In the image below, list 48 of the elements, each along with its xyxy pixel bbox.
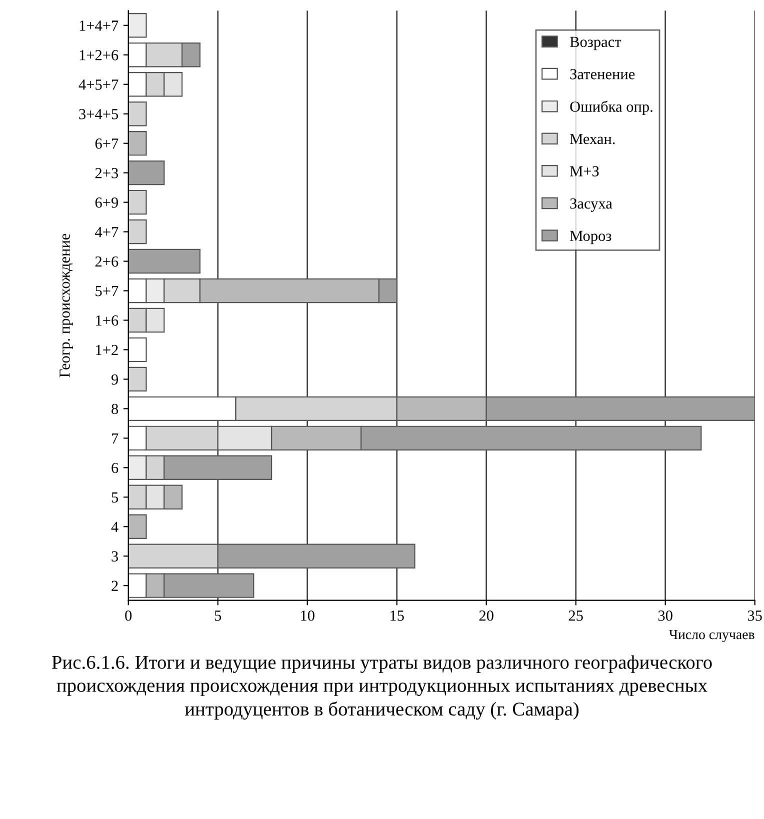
y-tick-label: 6: [112, 462, 118, 474]
y-tick-label: 3+4+5: [79, 109, 118, 120]
y-tick-label: 6+9: [95, 197, 118, 208]
y-tick-label: 3: [112, 551, 118, 562]
x-tick-label: 30: [658, 610, 672, 621]
y-tick-label: 8: [112, 404, 118, 414]
legend-label: Ошибка опр.: [570, 100, 652, 115]
y-tick-label: 4+7: [95, 227, 118, 238]
y-tick-label: 6+7: [95, 138, 118, 149]
bar: [128, 219, 147, 244]
legend-label: Мороз: [570, 230, 612, 244]
bar: [128, 130, 147, 156]
x-tick-label: 5: [214, 610, 222, 621]
y-tick-label: 5: [112, 492, 118, 503]
y-tick-label: 1+6: [96, 315, 118, 326]
bar: [128, 248, 201, 274]
legend-label: Возраст: [570, 36, 622, 50]
x-tick-label: 25: [568, 610, 583, 621]
text: Рис.6.1.6. Итоги и ведущие причины утраты видов различного географического происхождения происхождения при интродукционных испытаниях древесных интродуцентов в ботаническом саду (г. Самара): [52, 655, 712, 720]
y-tick-label: 4: [111, 522, 118, 532]
bar: [128, 190, 147, 215]
y-tick-label: 7: [112, 433, 118, 444]
y-tick-label: 1+2: [96, 344, 118, 356]
legend-label: Засуха: [570, 198, 612, 212]
y-tick-label: 5+7: [96, 286, 118, 296]
x-tick-label: 10: [301, 610, 314, 621]
x-tick-label: 0: [125, 610, 132, 621]
bar: [128, 13, 147, 38]
y-axis-title: Геогр. происхождение: [60, 234, 73, 378]
y-tick-label: 1+2+6: [80, 50, 118, 60]
x-tick-label: 15: [390, 610, 404, 621]
y-tick-label: 2+3: [95, 168, 118, 178]
bar: [128, 337, 147, 362]
bar: [128, 101, 147, 126]
legend-label: Механ.: [570, 134, 615, 144]
y-tick-label: 2: [112, 580, 118, 591]
bar: [128, 366, 147, 392]
x-axis-title: Число случаев: [669, 630, 754, 642]
bar: [128, 160, 165, 186]
x-tick-label: 35: [748, 610, 762, 621]
y-tick-label: 2+6: [95, 256, 118, 267]
legend-label: М+З: [570, 166, 599, 176]
legend-label: Затенение: [570, 69, 635, 80]
y-tick-label: 4+5+7: [78, 80, 118, 90]
y-tick-label: 1+4+7: [80, 20, 118, 31]
y-tick-label: 9: [111, 374, 118, 385]
bar: [128, 514, 147, 539]
x-tick-label: 20: [479, 610, 494, 621]
